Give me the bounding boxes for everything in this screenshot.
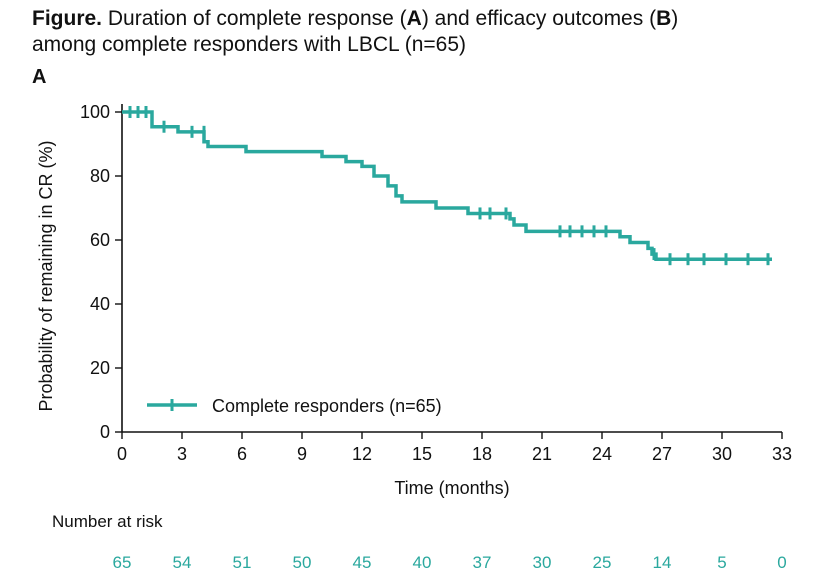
- x-axis-label: Time (months): [394, 478, 509, 498]
- chart-legend: Complete responders (n=65): [147, 396, 442, 416]
- y-axis-label: Probability of remaining in CR (%): [36, 140, 56, 411]
- risk-value: 51: [232, 553, 252, 572]
- chart-axes: 0 3 6 9 12 15 18 21 24 27 30 33 0 20 40 60 80 100 Time (mo…: [36, 102, 792, 498]
- risk-value: 54: [172, 553, 192, 572]
- risk-value: 14: [652, 553, 672, 572]
- km-step-line: [122, 110, 772, 261]
- y-tick-label: 60: [90, 230, 110, 250]
- x-tick-label: 15: [412, 444, 432, 464]
- figure-title: Figure. Duration of complete response (A…: [32, 7, 679, 56]
- risk-value: 65: [112, 553, 132, 572]
- x-tick-label: 30: [712, 444, 732, 464]
- x-tick-label: 18: [472, 444, 492, 464]
- risk-value: 5: [717, 553, 727, 572]
- x-tick-label: 21: [532, 444, 552, 464]
- legend-label: Complete responders (n=65): [212, 396, 442, 416]
- risk-value: 37: [472, 553, 492, 572]
- x-tick-label: 0: [117, 444, 127, 464]
- y-tick-label: 0: [100, 422, 110, 442]
- risk-value: 40: [412, 553, 432, 572]
- x-tick-label: 24: [592, 444, 612, 464]
- x-tick-label: 12: [352, 444, 372, 464]
- x-tick-label: 3: [177, 444, 187, 464]
- risk-value: 30: [532, 553, 552, 572]
- x-tick-label: 27: [652, 444, 672, 464]
- x-tick-label: 9: [297, 444, 307, 464]
- figure-title-lead: Figure.: [32, 7, 103, 30]
- y-tick-label: 40: [90, 294, 110, 314]
- y-tick-label: 100: [80, 102, 110, 122]
- chart-curve: [122, 106, 772, 266]
- panel-label: A: [32, 66, 47, 88]
- x-tick-label: 6: [237, 444, 247, 464]
- y-tick-label: 20: [90, 358, 110, 378]
- risk-table-title: Number at risk: [52, 512, 163, 531]
- km-chart: 0 3 6 9 12 15 18 21 24 27 30 33 0 20 40 60 80 100 Time (mo…: [36, 102, 792, 498]
- risk-value: 50: [292, 553, 312, 572]
- risk-value: 45: [352, 553, 372, 572]
- x-tick-label: 33: [772, 444, 792, 464]
- y-tick-label: 80: [90, 166, 110, 186]
- risk-value: 0: [777, 553, 787, 572]
- risk-value: 25: [592, 553, 612, 572]
